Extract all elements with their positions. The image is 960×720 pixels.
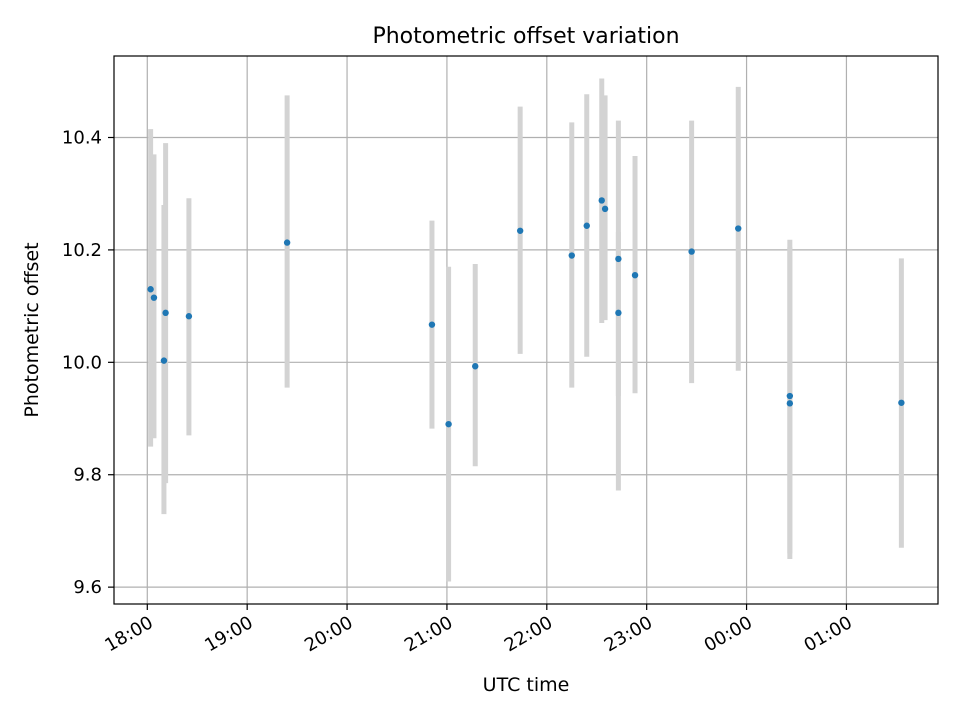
data-point bbox=[631, 272, 639, 279]
data-point bbox=[568, 252, 575, 259]
y-tick-label: 10.4 bbox=[62, 127, 102, 148]
grid bbox=[114, 56, 938, 604]
data-point bbox=[601, 205, 609, 213]
data-point bbox=[615, 255, 622, 263]
data-point bbox=[615, 309, 622, 317]
data-points bbox=[147, 197, 905, 428]
y-tick-label: 9.6 bbox=[73, 577, 102, 598]
data-point bbox=[147, 286, 154, 293]
y-axis-ticks: 9.6 9.8 10.0 10.2 10.4 bbox=[62, 127, 114, 598]
data-point bbox=[428, 321, 436, 328]
data-point bbox=[162, 309, 169, 317]
data-point bbox=[185, 313, 193, 320]
plot-frame bbox=[113, 55, 939, 605]
chart-title: Photometric offset variation bbox=[372, 24, 679, 49]
x-axis-label: UTC time bbox=[483, 674, 570, 696]
y-tick-label: 10.0 bbox=[62, 352, 102, 373]
data-point bbox=[583, 222, 590, 229]
data-point bbox=[472, 363, 479, 370]
data-point bbox=[160, 357, 168, 364]
data-point bbox=[445, 420, 452, 428]
data-point bbox=[688, 248, 695, 255]
data-point bbox=[516, 227, 524, 234]
y-tick-label: 9.8 bbox=[73, 465, 102, 486]
data-point bbox=[786, 400, 794, 407]
data-point bbox=[898, 399, 905, 406]
data-point bbox=[598, 197, 605, 204]
data-point bbox=[786, 392, 794, 400]
data-point bbox=[150, 294, 158, 301]
data-point bbox=[735, 225, 742, 232]
y-tick-label: 10.2 bbox=[62, 240, 102, 261]
data-point bbox=[283, 239, 291, 246]
y-axis-label: Photometric offset bbox=[21, 242, 43, 417]
